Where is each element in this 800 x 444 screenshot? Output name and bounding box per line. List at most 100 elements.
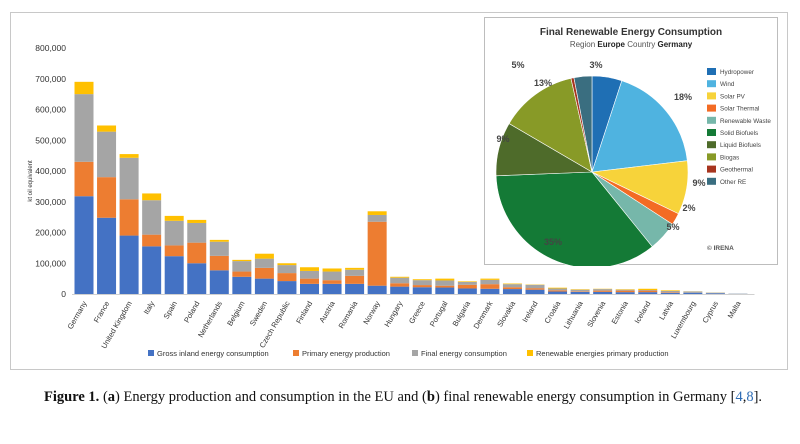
pie-chart-panel: 5% 18% 9% 2% 5% 35% 9% 13% 3% Hydropower Wind Solar… xyxy=(484,17,778,266)
bar-segment xyxy=(277,263,297,266)
bar-segment xyxy=(119,235,139,294)
bar-segment xyxy=(119,154,139,158)
pie-legend-swatch xyxy=(707,68,716,75)
x-tick-label: Slovenia xyxy=(585,299,608,329)
bar-segment xyxy=(525,284,545,289)
figure-caption: Figure 1. (a) Energy production and cons… xyxy=(44,386,774,408)
bar-segment xyxy=(367,214,387,222)
bar-segment xyxy=(254,253,274,259)
pie-legend-swatch xyxy=(707,104,716,112)
bar-segment xyxy=(502,289,522,294)
pie-data-label: 9% xyxy=(692,178,705,188)
legend-swatch xyxy=(293,350,299,356)
bar-segment xyxy=(683,292,703,294)
bar-segment xyxy=(209,255,229,271)
pie-data-label: 9% xyxy=(496,134,509,144)
bar-segment xyxy=(457,284,477,289)
bar-segment xyxy=(277,265,297,274)
bar-segment xyxy=(187,219,207,223)
bar-segment xyxy=(638,292,658,294)
bar-segment xyxy=(615,290,635,293)
caption-text: , xyxy=(742,389,747,405)
bar-segment xyxy=(457,281,477,283)
bar-segment xyxy=(412,285,432,288)
bar-segment xyxy=(570,291,590,294)
x-tick-label: Latvia xyxy=(657,299,675,322)
x-tick-label: Cyprus xyxy=(700,299,720,324)
bar-segment xyxy=(570,291,590,292)
y-tick-label: 100,000 xyxy=(35,258,66,268)
bar-segment xyxy=(548,288,568,291)
bar-segment xyxy=(705,293,725,294)
x-tick-label: Croatia xyxy=(542,299,562,325)
bar-segment xyxy=(435,280,455,286)
x-tick-label: Estonia xyxy=(610,299,631,326)
caption-ref-link[interactable]: 8 xyxy=(746,389,754,405)
pie-data-label: 5% xyxy=(511,60,524,70)
pie-legend-swatch xyxy=(707,92,716,100)
bar-segment xyxy=(638,290,658,293)
bar-segment xyxy=(390,286,410,294)
pie-legend-label: Geothermal xyxy=(720,167,753,174)
region-label: Region xyxy=(569,40,596,49)
caption-ref-link[interactable]: 4 xyxy=(735,389,743,405)
bar-segment xyxy=(390,276,410,278)
legend-swatch xyxy=(412,350,418,356)
bar-segment xyxy=(187,222,207,243)
bar-segment xyxy=(548,290,568,292)
bar-segment xyxy=(593,291,613,294)
country-value: Germany xyxy=(657,40,693,49)
bar-segment xyxy=(322,280,342,284)
caption-text: ) final renewable energy consumption in … xyxy=(434,389,736,405)
bar-segment xyxy=(615,292,635,294)
pie-legend-swatch xyxy=(707,165,716,173)
x-tick-label: Belgium xyxy=(225,300,246,328)
bar-segment xyxy=(97,131,117,178)
bar-segment xyxy=(209,270,229,294)
bar-segment xyxy=(412,280,432,286)
x-tick-label: France xyxy=(92,300,111,325)
x-tick-label: Poland xyxy=(182,300,201,325)
x-tick-label: Portugal xyxy=(428,299,450,328)
bar-segment xyxy=(660,292,680,293)
pie-legend-label: Solid Biofuels xyxy=(720,130,758,137)
bar-segment xyxy=(74,161,94,197)
bar-segment xyxy=(705,292,725,294)
x-tick-label: Slovakia xyxy=(495,299,517,329)
bar-segment xyxy=(480,279,500,285)
x-tick-label: Finland xyxy=(294,300,314,326)
x-tick-label: Austria xyxy=(317,299,337,324)
bar-segment xyxy=(525,289,545,294)
caption-label: Figure 1. xyxy=(44,389,100,405)
pie-data-label: 13% xyxy=(534,78,552,88)
y-tick-label: 600,000 xyxy=(35,105,66,115)
pie-subtitle: Region Europe Country Germany xyxy=(485,40,777,49)
x-tick-label: Italy xyxy=(142,299,157,316)
bar-segment xyxy=(683,291,703,293)
bar-segment xyxy=(232,261,252,272)
region-value: Europe xyxy=(597,40,625,49)
bar-segment xyxy=(593,290,613,292)
pie-chart: 5%18%9%2%5%35%9%13%3%HydropowerWindSolar… xyxy=(495,60,771,266)
bar-segment xyxy=(435,285,455,288)
pie-legend-label: Wind xyxy=(720,81,735,88)
bar-segment xyxy=(232,271,252,277)
bar-segment xyxy=(164,215,184,221)
bar-segment xyxy=(412,287,432,294)
bar-segment xyxy=(254,267,274,279)
pie-legend-label: Solar PV xyxy=(720,93,746,100)
y-tick-label: 300,000 xyxy=(35,197,66,207)
bar-segment xyxy=(345,275,365,284)
bar-segment xyxy=(480,278,500,280)
bar-segment xyxy=(457,288,477,294)
bar-segment xyxy=(142,200,162,235)
bar-segment xyxy=(164,256,184,294)
pie-legend-label: Solar Thermal xyxy=(720,106,759,113)
bar-segment xyxy=(638,288,658,291)
x-tick-label: Lithuania xyxy=(562,299,585,331)
pie-legend-label: Biogas xyxy=(720,154,739,161)
pie-legend-label: Liquid Biofuels xyxy=(720,142,761,149)
bar-segment xyxy=(187,263,207,294)
bar-segment xyxy=(480,284,500,289)
pie-legend-swatch xyxy=(707,177,716,185)
